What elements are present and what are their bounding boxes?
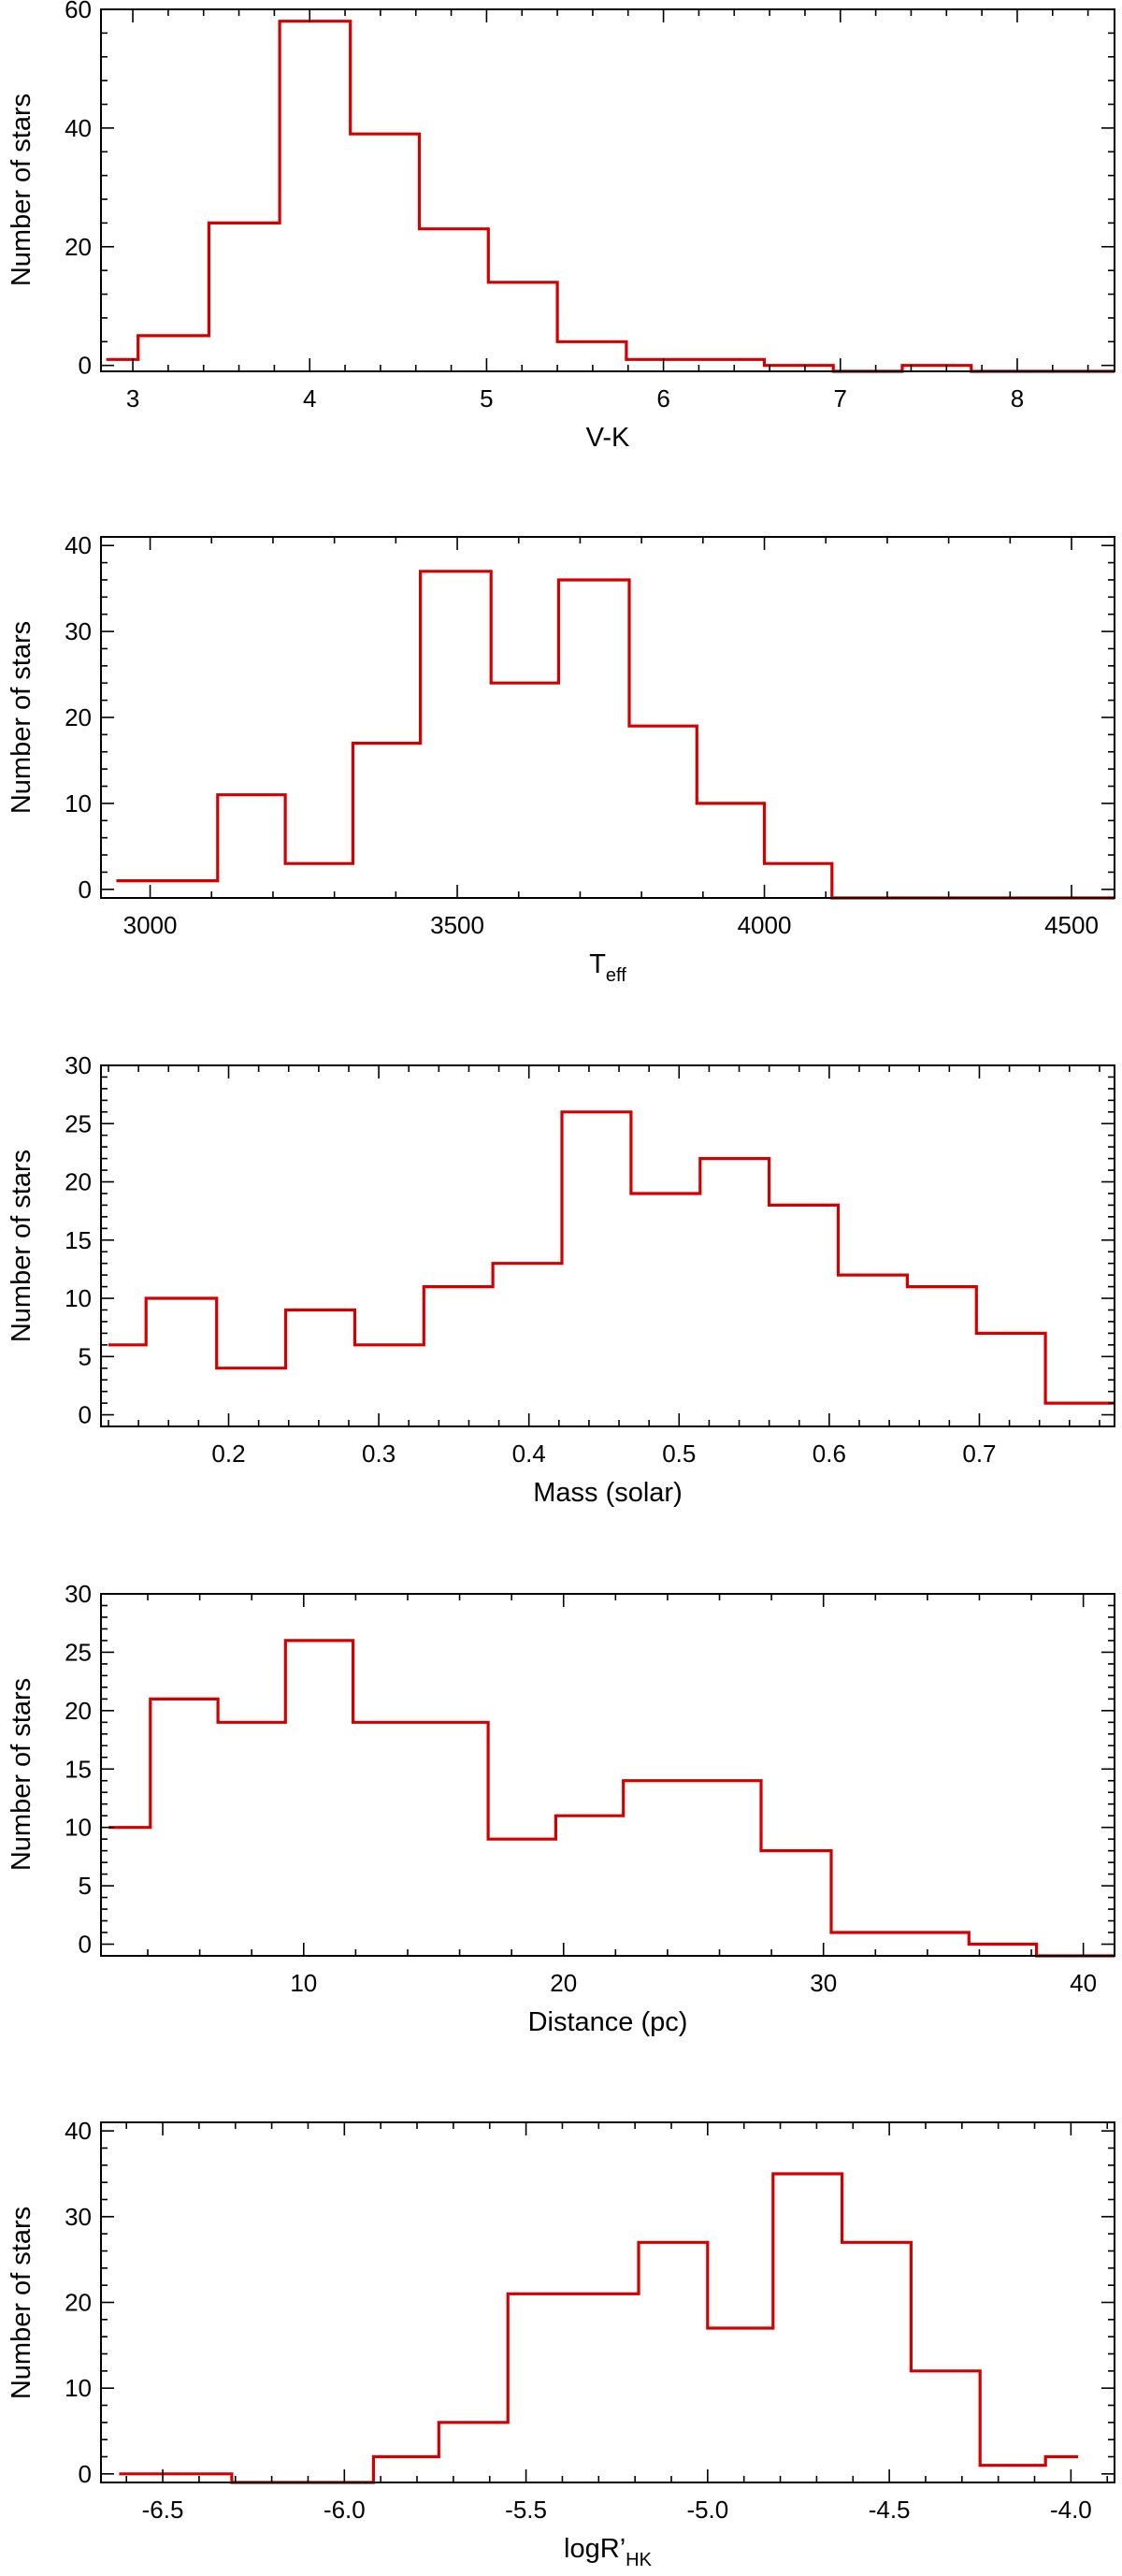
y-tick-label: 30 [65, 617, 92, 645]
histogram-line [116, 570, 1115, 900]
x-axis-label: Teff [589, 949, 626, 986]
y-tick-label: 10 [65, 2374, 92, 2402]
plot-frame [100, 1593, 1115, 1957]
x-axis-label-main: V-K [586, 423, 630, 453]
y-tick-label: 0 [79, 352, 92, 380]
histogram-line [108, 1110, 1115, 1405]
plot-frame [100, 1064, 1115, 1427]
x-axis-label: Distance (pc) [528, 2007, 688, 2037]
x-tick-label: -5.5 [505, 2496, 547, 2524]
y-tick-label: 25 [65, 1638, 92, 1666]
y-tick-label: 30 [65, 1580, 92, 1608]
y-tick-label: 30 [65, 1051, 92, 1079]
y-tick-label: 10 [65, 1814, 92, 1842]
x-axis-label-main: logR’ [564, 2534, 626, 2564]
y-tick-label: 10 [65, 1284, 92, 1312]
x-tick-label: 0.2 [211, 1440, 245, 1468]
y-tick-label: 20 [65, 233, 92, 261]
y-tick-label: 30 [65, 2203, 92, 2231]
x-tick-label: 0.3 [362, 1440, 396, 1468]
y-tick-label: 0 [79, 1401, 92, 1429]
y-tick-label: 60 [65, 0, 92, 23]
x-tick-label: 40 [1070, 1969, 1097, 1997]
plot-frame [100, 536, 1115, 899]
x-tick-label: 5 [480, 384, 493, 412]
panel-5: -6.5 -6.0 -5.5 -5.0 -4.5 -4.0 0 10 20 30 40 Number … [7, 2117, 1115, 2570]
x-tick-label: 4 [303, 384, 316, 412]
y-axis-label: Number of stars [7, 94, 36, 286]
x-axis-label-main: T [589, 949, 606, 979]
panel-2: 3000 3500 4000 4500 0 10 20 30 40 Number of stars… [7, 531, 1115, 986]
x-tick-label: 3 [126, 384, 139, 412]
y-tick-label: 15 [65, 1226, 92, 1254]
x-tick-label: 6 [656, 384, 669, 412]
y-tick-label: 0 [79, 2460, 92, 2488]
panel-3: 0.2 0.3 0.4 0.5 0.6 0.7 0 5 10 15 20 25 30 Number of … [7, 1051, 1115, 1508]
x-tick-label: -4.5 [869, 2496, 911, 2524]
x-tick-label: 30 [810, 1969, 837, 1997]
y-tick-label: 0 [79, 1931, 92, 1959]
x-tick-label: 7 [834, 384, 847, 412]
x-tick-label: 3500 [430, 911, 484, 939]
plot-frame [100, 8, 1115, 372]
y-axis-label: Number of stars [7, 2207, 36, 2399]
x-tick-label: 3000 [123, 911, 178, 939]
y-tick-label: 20 [65, 1168, 92, 1196]
x-tick-label: -4.0 [1050, 2496, 1092, 2524]
y-tick-label: 20 [65, 703, 92, 731]
x-tick-label: 20 [550, 1969, 577, 1997]
y-tick-label: 0 [79, 876, 92, 904]
y-axis-label: Number of stars [7, 1150, 36, 1342]
y-tick-label: 5 [79, 1872, 92, 1900]
x-axis-label-subscript: eff [606, 965, 626, 986]
x-tick-label: 10 [290, 1969, 317, 1997]
histogram-line [106, 20, 1115, 373]
histogram-line [108, 1639, 1115, 1958]
x-tick-label: -5.0 [686, 2496, 728, 2524]
y-tick-label: 20 [65, 1697, 92, 1725]
y-tick-label: 10 [65, 789, 92, 818]
y-tick-label: 5 [79, 1342, 92, 1370]
panel-1: 3 4 5 6 7 8 0 20 40 60 Number of stars V-K [7, 0, 1115, 453]
x-tick-label: 0.6 [813, 1440, 846, 1468]
x-tick-label: 8 [1011, 384, 1024, 412]
y-tick-label: 15 [65, 1755, 92, 1783]
x-tick-label: 4500 [1044, 911, 1099, 939]
y-tick-label: 40 [65, 114, 92, 142]
x-axis-label: V-K [586, 423, 630, 453]
x-tick-label: 0.4 [512, 1440, 546, 1468]
x-tick-label: -6.0 [324, 2496, 366, 2524]
y-axis-label: Number of stars [7, 621, 36, 814]
x-tick-label: 4000 [738, 911, 792, 939]
x-axis-label: Mass (solar) [533, 1478, 683, 1508]
plot-frame [100, 2121, 1115, 2483]
x-axis-label-subscript: HK [626, 2550, 652, 2570]
x-axis-label-main: Mass (solar) [533, 1478, 683, 1508]
y-axis-label: Number of stars [7, 1678, 36, 1871]
y-tick-label: 25 [65, 1109, 92, 1137]
panel-4: 10 20 30 40 0 5 10 15 20 25 30 Number of stars Dista… [7, 1580, 1115, 2037]
y-tick-label: 40 [65, 531, 92, 559]
x-axis-label: logR’HK [564, 2534, 653, 2570]
histogram-line [119, 2172, 1079, 2484]
x-tick-label: 0.7 [962, 1440, 996, 1468]
x-tick-label: -6.5 [142, 2496, 184, 2524]
y-tick-label: 20 [65, 2289, 92, 2317]
x-axis-label-main: Distance (pc) [528, 2007, 688, 2037]
y-tick-label: 40 [65, 2117, 92, 2145]
x-tick-label: 0.5 [662, 1440, 696, 1468]
